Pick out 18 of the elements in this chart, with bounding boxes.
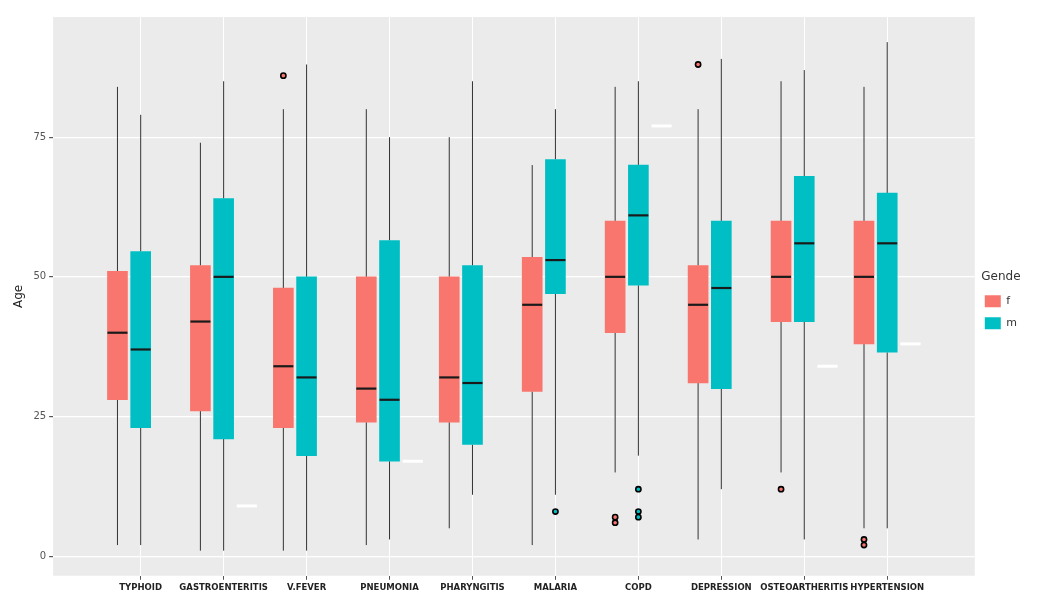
x-tick-label: MALARIA	[533, 582, 578, 593]
x-tick-label: DEPRESSION	[690, 582, 752, 593]
x-tick-label: TYPHOID	[119, 582, 163, 593]
legend-label: m	[1006, 316, 1017, 330]
y-tick-label: 75	[33, 130, 47, 142]
x-tick-label: HYPERTENSION	[850, 582, 925, 593]
y-axis-title: Age	[11, 284, 26, 309]
x-tick-label: GASTROENTERITIS	[179, 582, 268, 593]
x-tick-label: COPD	[625, 582, 652, 593]
x-tick-label: PNEUMONIA	[360, 582, 420, 593]
y-tick-label: 25	[33, 410, 47, 422]
x-tick-label: PHARYNGITIS	[440, 582, 505, 593]
y-tick-label: 50	[33, 270, 47, 282]
y-tick-label: 0	[39, 549, 47, 561]
legend-title: Gende	[981, 268, 1021, 283]
legend-label: f	[1006, 294, 1012, 308]
x-tick-label: OSTEOARTHERITIS	[760, 582, 849, 593]
x-tick-label: V.FEVER	[286, 582, 327, 593]
